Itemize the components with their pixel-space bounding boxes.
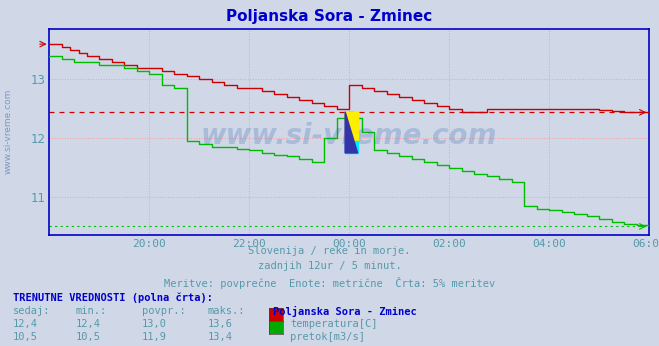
- Text: 12,4: 12,4: [76, 319, 101, 329]
- Text: www.si-vreme.com: www.si-vreme.com: [3, 89, 13, 174]
- Text: Meritve: povprečne  Enote: metrične  Črta: 5% meritev: Meritve: povprečne Enote: metrične Črta:…: [164, 277, 495, 289]
- Text: 13,4: 13,4: [208, 332, 233, 342]
- Text: 12,4: 12,4: [13, 319, 38, 329]
- Text: 13,0: 13,0: [142, 319, 167, 329]
- Text: 10,5: 10,5: [76, 332, 101, 342]
- Text: Poljanska Sora - Zminec: Poljanska Sora - Zminec: [273, 306, 417, 317]
- Text: 13,6: 13,6: [208, 319, 233, 329]
- Text: www.si-vreme.com: www.si-vreme.com: [201, 122, 498, 151]
- Text: min.:: min.:: [76, 306, 107, 316]
- Text: sedaj:: sedaj:: [13, 306, 51, 316]
- Bar: [345, 112, 358, 141]
- Text: Poljanska Sora - Zminec: Poljanska Sora - Zminec: [227, 9, 432, 24]
- Text: temperatura[C]: temperatura[C]: [290, 319, 378, 329]
- Text: zadnjih 12ur / 5 minut.: zadnjih 12ur / 5 minut.: [258, 261, 401, 271]
- Text: TRENUTNE VREDNOSTI (polna črta):: TRENUTNE VREDNOSTI (polna črta):: [13, 292, 213, 303]
- Text: pretok[m3/s]: pretok[m3/s]: [290, 332, 365, 342]
- Text: 11,9: 11,9: [142, 332, 167, 342]
- Text: 10,5: 10,5: [13, 332, 38, 342]
- Text: Slovenija / reke in morje.: Slovenija / reke in morje.: [248, 246, 411, 256]
- Text: povpr.:: povpr.:: [142, 306, 185, 316]
- Polygon shape: [345, 112, 358, 153]
- Bar: [345, 141, 358, 153]
- Text: maks.:: maks.:: [208, 306, 245, 316]
